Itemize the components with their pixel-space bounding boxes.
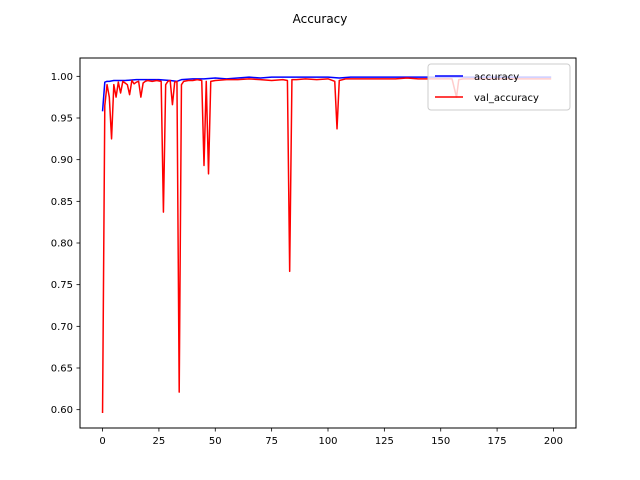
plot-layer [101,76,552,414]
y-tick-label: 0.85 [51,197,73,208]
y-tick-label: 0.70 [51,322,73,333]
legend-label-val-accuracy: val_accuracy [474,93,539,104]
chart-title: Accuracy [293,12,348,26]
x-tick-label: 0 [99,436,105,447]
x-tick-label: 100 [318,436,337,447]
x-tick-label: 150 [431,436,450,447]
x-tick-label: 125 [375,436,394,447]
legend: accuracy val_accuracy [427,63,571,111]
legend-box [427,63,571,111]
y-tick-label: 0.65 [51,364,73,375]
y-tick-label: 1.00 [51,72,73,83]
y-tick-label: 0.90 [51,155,73,166]
axes-layer: 0 25 50 75 100 125 150 175 200 0.60 0.65 0.70 0.75 0.… [51,72,563,447]
x-tick-label: 50 [209,436,222,447]
x-tick-label: 200 [544,436,563,447]
y-tick-label: 0.60 [51,405,73,416]
y-tick-label: 0.75 [51,280,73,291]
x-tick-label: 175 [488,436,507,447]
y-tick-label: 0.80 [51,239,73,250]
x-tick-label: 75 [265,436,278,447]
series-line-val-accuracy [101,77,552,414]
plot-frame [79,57,577,429]
y-tick-label: 0.95 [51,114,73,125]
x-tick-label: 25 [153,436,166,447]
legend-label-accuracy: accuracy [474,72,519,83]
